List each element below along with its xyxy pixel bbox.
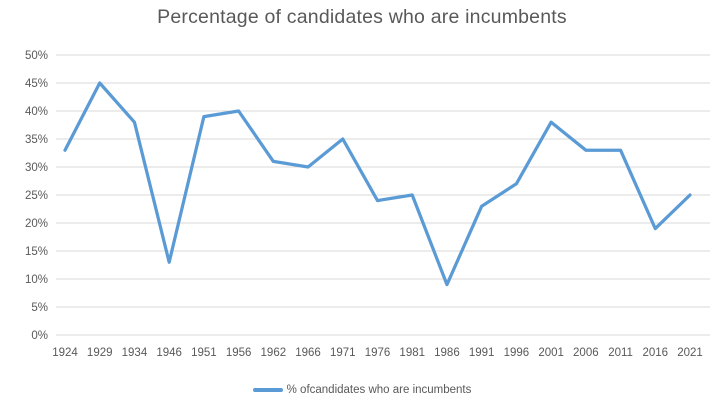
y-axis-tick-label: 35% <box>25 134 48 146</box>
x-axis-tick-label: 1976 <box>365 347 391 359</box>
x-axis-tick-label: 1986 <box>434 347 460 359</box>
x-axis-tick-label: 1962 <box>261 347 287 359</box>
x-axis-tick-label: 1971 <box>330 347 356 359</box>
x-axis-tick-label: 2006 <box>573 347 599 359</box>
series-line <box>63 81 692 287</box>
y-axis-tick-label: 30% <box>25 162 48 174</box>
x-axis-tick-label: 2011 <box>608 347 633 359</box>
x-axis-tick-label: 1996 <box>504 347 530 359</box>
x-axis-tick-label: 1946 <box>156 347 182 359</box>
x-axis-tick-label: 1956 <box>226 347 252 359</box>
y-axis-tick-label: 40% <box>25 106 48 118</box>
x-axis-tick-label: 1951 <box>191 347 217 359</box>
y-axis-tick-label: 10% <box>25 274 48 286</box>
y-axis-tick-label: 45% <box>25 78 48 90</box>
x-axis-tick-label: 1966 <box>295 347 321 359</box>
legend-series-label: % ofcandidates who are incumbents <box>286 384 472 396</box>
y-axis-tick-label: 5% <box>31 302 48 314</box>
y-axis-tick-label: 15% <box>25 246 48 258</box>
x-axis-tick-label: 1981 <box>399 347 425 359</box>
x-axis-tick-label: 1991 <box>469 347 495 359</box>
chart-title: Percentage of candidates who are incumbe… <box>157 6 567 28</box>
legend-line-swatch <box>252 388 283 392</box>
y-axis-tick-label: 50% <box>25 50 48 62</box>
x-axis-tick-label: 2001 <box>538 347 564 359</box>
x-axis-tick-label: 2021 <box>677 347 703 359</box>
x-axis-tick-label: 1924 <box>52 347 78 359</box>
chart-legend: % ofcandidates who are incumbents <box>0 384 724 396</box>
x-axis-tick-label: 2016 <box>642 347 668 359</box>
x-axis-tick-label: 1934 <box>122 347 148 359</box>
x-axis-tick-label: 1929 <box>87 347 113 359</box>
line-chart-plot-area: 0% 5% 10% 15% 20% 25% 30% 35% 40% 45% 50% 1924 1929 1… <box>25 50 710 359</box>
y-axis-tick-label: 20% <box>25 218 48 230</box>
y-axis-tick-label: 0% <box>31 330 48 342</box>
y-axis-tick-label: 25% <box>25 190 48 202</box>
